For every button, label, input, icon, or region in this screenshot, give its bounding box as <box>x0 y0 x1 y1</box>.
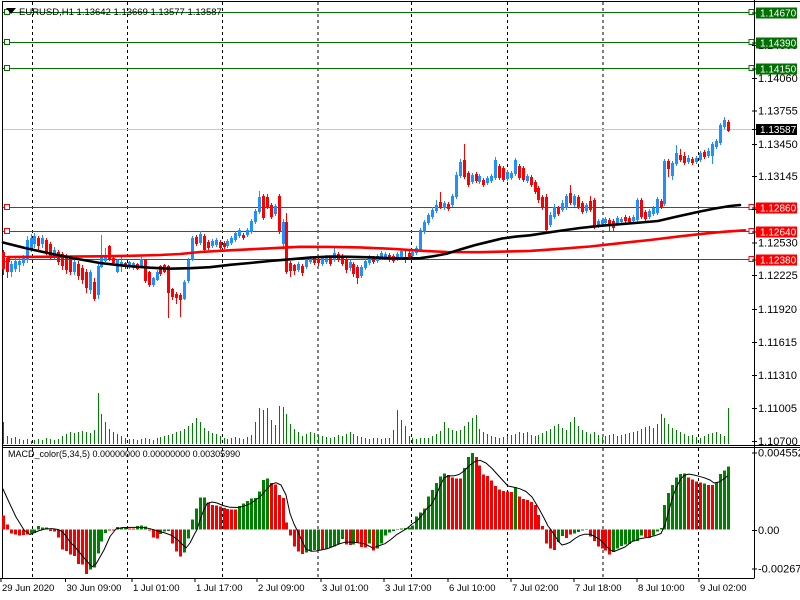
svg-text:1.10700: 1.10700 <box>758 436 798 448</box>
svg-text:EURUSD,H1 1.13642 1.13669 1.1: EURUSD,H1 1.13642 1.13669 1.13577 1.1358… <box>19 7 222 18</box>
svg-text:1.13755: 1.13755 <box>758 106 798 118</box>
svg-text:1.11615: 1.11615 <box>758 337 797 349</box>
svg-text:8 Jul 10:00: 8 Jul 10:00 <box>638 583 684 594</box>
svg-text:1.14150: 1.14150 <box>760 65 797 76</box>
svg-text:1.14670: 1.14670 <box>760 9 797 20</box>
svg-text:2 Jul 09:00: 2 Jul 09:00 <box>258 583 304 594</box>
svg-text:0.0045527: 0.0045527 <box>758 448 800 460</box>
svg-text:1 Jul 17:00: 1 Jul 17:00 <box>196 583 242 594</box>
svg-text:1.13587: 1.13587 <box>760 125 797 136</box>
svg-text:1.14390: 1.14390 <box>760 39 797 50</box>
svg-text:1.12380: 1.12380 <box>760 256 797 267</box>
svg-text:1.11005: 1.11005 <box>758 403 797 415</box>
svg-text:1 Jul 01:00: 1 Jul 01:00 <box>133 583 179 594</box>
svg-text:1.13450: 1.13450 <box>758 139 798 151</box>
svg-text:1.13145: 1.13145 <box>758 171 798 183</box>
svg-text:9 Jul 02:00: 9 Jul 02:00 <box>700 583 746 594</box>
svg-text:1.11920: 1.11920 <box>758 304 797 316</box>
svg-text:7 Jul 02:00: 7 Jul 02:00 <box>512 583 558 594</box>
svg-text:0.00: 0.00 <box>758 525 779 537</box>
svg-text:1.12530: 1.12530 <box>758 238 798 250</box>
svg-text:3 Jul 01:00: 3 Jul 01:00 <box>322 583 368 594</box>
svg-text:-0.0026790: -0.0026790 <box>758 564 800 576</box>
svg-text:1.12640: 1.12640 <box>760 228 797 239</box>
svg-text:1.11310: 1.11310 <box>758 370 797 382</box>
svg-text:1.12225: 1.12225 <box>758 270 798 282</box>
svg-text:29 Jun 2020: 29 Jun 2020 <box>2 583 54 594</box>
svg-text:1.12860: 1.12860 <box>760 204 797 215</box>
svg-text:3 Jul 17:00: 3 Jul 17:00 <box>385 583 431 594</box>
svg-text:1.14060: 1.14060 <box>758 73 798 85</box>
svg-text:30 Jun 09:00: 30 Jun 09:00 <box>67 583 122 594</box>
svg-text:7 Jul 18:00: 7 Jul 18:00 <box>575 583 621 594</box>
svg-text:6 Jul 10:00: 6 Jul 10:00 <box>449 583 495 594</box>
svg-text:MACD_color(5,34,5) 0.00000000: MACD_color(5,34,5) 0.00000000 0.00000000… <box>8 449 240 459</box>
